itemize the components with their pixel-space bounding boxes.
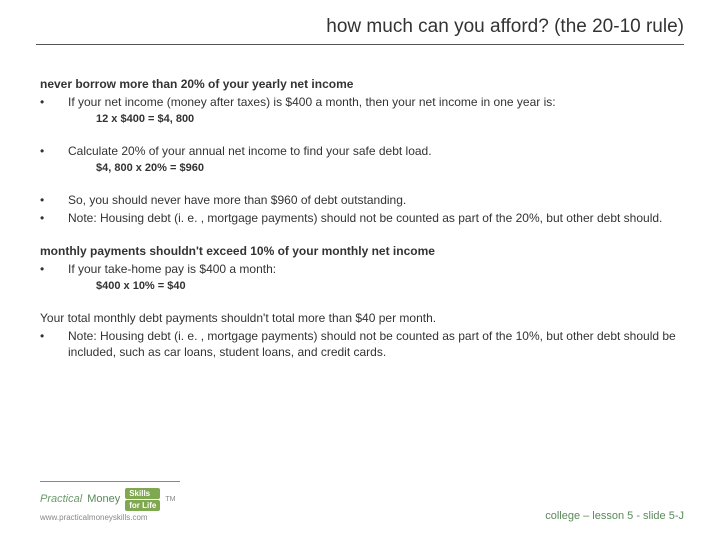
slide-title: how much can you afford? (the 20-10 rule… <box>326 16 684 38</box>
calculation: $4, 800 x 20% = $960 <box>96 161 680 176</box>
bullet-item: • Note: Housing debt (i. e. , mortgage p… <box>40 328 680 360</box>
bullet-text: If your take-home pay is $400 a month: <box>68 261 680 277</box>
footer-divider <box>40 481 180 482</box>
bullet-text: Note: Housing debt (i. e. , mortgage pay… <box>68 328 680 360</box>
bullet-text: Note: Housing debt (i. e. , mortgage pay… <box>68 210 680 226</box>
bullet-text: So, you should never have more than $960… <box>68 192 680 208</box>
calculation: $400 x 10% = $40 <box>96 279 680 294</box>
calculation: 12 x $400 = $4, 800 <box>96 112 680 127</box>
bullet-item: • If your net income (money after taxes)… <box>40 94 680 110</box>
logo-word: Practical <box>40 494 82 506</box>
bullet-mark: • <box>40 94 68 110</box>
bullet-item: • So, you should never have more than $9… <box>40 192 680 208</box>
bullet-mark: • <box>40 328 68 360</box>
bullet-item: • Calculate 20% of your annual net incom… <box>40 143 680 159</box>
bullet-mark: • <box>40 192 68 208</box>
trademark: TM <box>165 496 175 503</box>
title-underline <box>36 44 684 45</box>
logo-pills: Skills for Life <box>125 488 160 511</box>
slide-content: never borrow more than 20% of your yearl… <box>40 76 680 362</box>
bullet-item: • If your take-home pay is $400 a month: <box>40 261 680 277</box>
footer: Practical Money Skills for Life TM www.p… <box>40 481 684 522</box>
paragraph: Your total monthly debt payments shouldn… <box>40 310 680 326</box>
logo-pill: Skills <box>125 488 160 499</box>
section1-heading: never borrow more than 20% of your yearl… <box>40 76 680 92</box>
bullet-text: If your net income (money after taxes) i… <box>68 94 680 110</box>
bullet-text: Calculate 20% of your annual net income … <box>68 143 680 159</box>
logo: Practical Money Skills for Life TM <box>40 488 684 511</box>
bullet-mark: • <box>40 143 68 159</box>
logo-word: Money <box>87 494 120 506</box>
bullet-mark: • <box>40 210 68 226</box>
logo-pill: for Life <box>125 500 160 511</box>
bullet-item: • Note: Housing debt (i. e. , mortgage p… <box>40 210 680 226</box>
bullet-mark: • <box>40 261 68 277</box>
section2-heading: monthly payments shouldn't exceed 10% of… <box>40 243 680 259</box>
footer-slide-ref: college – lesson 5 - slide 5-J <box>545 510 684 522</box>
